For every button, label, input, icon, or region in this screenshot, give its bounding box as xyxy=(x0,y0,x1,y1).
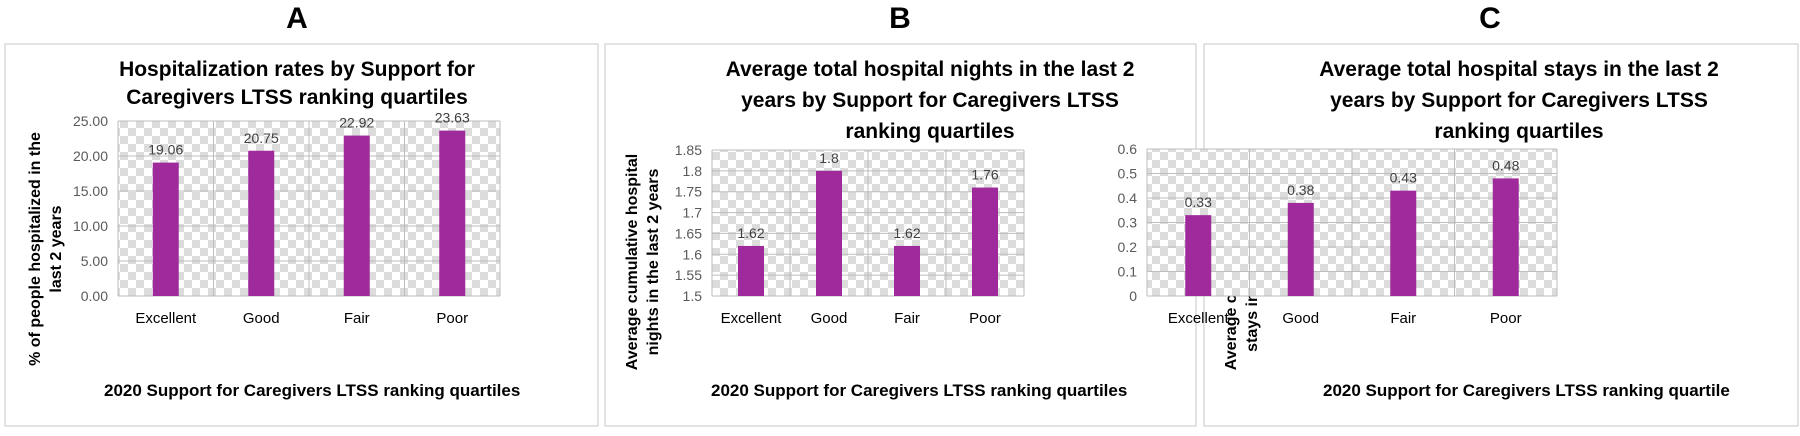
panel-a-data-label: 22.92 xyxy=(339,115,374,131)
panel-a-y-tick-label: 25.00 xyxy=(73,113,108,129)
panel-c-category-label: Fair xyxy=(1390,310,1416,327)
panel-b-y-axis-label-line-2: nights in the last 2 years xyxy=(645,169,662,356)
panel-a-category-label: Poor xyxy=(436,310,468,327)
panel-a-y-axis-label-line-1: % of people hospitalized in the xyxy=(27,132,44,366)
panel-b-y-axis-label-line-1: Average cumulative hospital xyxy=(624,154,641,370)
panel-c-y-tick-label: 0.6 xyxy=(1118,141,1138,157)
panel-c-bar-fair xyxy=(1390,190,1417,296)
panel-c-bar-poor xyxy=(1492,178,1519,296)
panel-b-y-tick-label: 1.8 xyxy=(683,163,703,179)
panel-a-y-tick-label: 0.00 xyxy=(81,288,108,304)
panel-a-bar-poor xyxy=(439,130,466,296)
panel-a-plot: 0.00 5.00 10.00 15.00 20.00 25.00 19.06 Excelle… xyxy=(73,110,501,327)
panel-c-data-label: 0.33 xyxy=(1185,194,1212,210)
panel-b-y-tick-label: 1.7 xyxy=(683,205,703,221)
panel-a-category-label: Excellent xyxy=(135,310,197,327)
panel-a-title-line-1: Hospitalization rates by Support for xyxy=(119,58,475,81)
panel-c-data-label: 0.43 xyxy=(1390,170,1417,186)
panel-b: B Average total hospital nights in the l… xyxy=(604,2,1197,427)
panel-b-title-line-2: years by Support for Caregivers LTSS xyxy=(741,89,1119,112)
panel-b-bar-good xyxy=(816,170,842,296)
panel-b-category-label: Fair xyxy=(894,310,920,327)
panel-c-data-label: 0.38 xyxy=(1287,182,1314,198)
panel-a-y-tick-label: 20.00 xyxy=(73,148,108,164)
panel-c-bar-good xyxy=(1287,202,1314,296)
panel-b-y-tick-label: 1.6 xyxy=(683,246,703,262)
panel-c-category-label: Poor xyxy=(1490,310,1522,327)
panel-b-y-tick-label: 1.55 xyxy=(675,267,702,283)
panel-a-data-label: 23.63 xyxy=(435,110,470,126)
panel-b-category-label: Good xyxy=(811,310,848,327)
panel-c-y-tick-label: 0.1 xyxy=(1118,264,1138,280)
panel-b-y-tick-label: 1.5 xyxy=(683,288,703,304)
panel-b-bar-poor xyxy=(972,187,998,296)
panel-a-category-label: Good xyxy=(243,310,280,327)
panel-b-bar-fair xyxy=(894,245,920,296)
panel-c-category-label: Good xyxy=(1282,310,1319,327)
panel-c: C Average total hospital stays in the la… xyxy=(1118,2,1799,427)
panel-b-x-axis-label: 2020 Support for Caregivers LTSS ranking… xyxy=(711,381,1127,400)
panel-c-y-tick-label: 0 xyxy=(1129,288,1137,304)
panel-a-category-label: Fair xyxy=(344,310,370,327)
panel-a-bar-good xyxy=(248,150,275,296)
panel-c-data-label: 0.48 xyxy=(1492,157,1519,173)
panel-a-bar-excellent xyxy=(152,162,179,296)
panel-b-title-line-3: ranking quartiles xyxy=(845,120,1014,143)
panel-a-letter: A xyxy=(286,2,308,35)
panel-c-title-line-2: years by Support for Caregivers LTSS xyxy=(1330,89,1708,112)
panel-b-data-label: 1.62 xyxy=(737,225,764,241)
panel-a-y-axis-label-line-2: last 2 years xyxy=(48,205,65,292)
panel-b-data-label: 1.76 xyxy=(971,167,998,183)
panel-b-data-label: 1.8 xyxy=(819,150,839,166)
panel-b-bar-excellent xyxy=(738,245,764,296)
panel-a-y-tick-label: 5.00 xyxy=(81,253,108,269)
panel-c-plot: 0 0.1 0.2 0.3 0.4 0.5 0.6 0.33 Excellent 0.38 Good… xyxy=(1118,141,1558,327)
panel-a-data-label: 19.06 xyxy=(148,142,183,158)
panel-b-y-tick-label: 1.75 xyxy=(675,184,702,200)
panel-a-y-tick-label: 10.00 xyxy=(73,218,108,234)
panel-c-bar-excellent xyxy=(1185,215,1212,296)
panel-b-title-line-1: Average total hospital nights in the las… xyxy=(726,58,1135,81)
panel-b-category-label: Excellent xyxy=(721,310,783,327)
panel-c-x-axis-label: 2020 Support for Caregivers LTSS ranking… xyxy=(1323,381,1730,400)
panel-c-title-line-3: ranking quartiles xyxy=(1434,120,1603,143)
panel-b-y-tick-label: 1.65 xyxy=(675,225,702,241)
panel-c-y-tick-label: 0.2 xyxy=(1118,239,1138,255)
panel-b-category-label: Poor xyxy=(969,310,1001,327)
panel-b-data-label: 1.62 xyxy=(893,225,920,241)
panel-a-y-tick-label: 15.00 xyxy=(73,183,108,199)
panel-a-bar-fair xyxy=(343,135,370,296)
panel-c-y-tick-label: 0.4 xyxy=(1118,190,1138,206)
panel-a-title-line-2: Caregivers LTSS ranking quartiles xyxy=(126,86,468,109)
panel-a-data-label: 20.75 xyxy=(244,130,279,146)
panel-c-letter: C xyxy=(1479,2,1501,35)
panel-b-plot: 1.5 1.55 1.6 1.65 1.7 1.75 1.8 1.85 1.62 Excellen… xyxy=(675,142,1025,327)
panel-c-category-label: Excellent xyxy=(1168,310,1230,327)
panel-a: A Hospitalization rates by Support for C… xyxy=(4,2,599,427)
panel-b-y-tick-label: 1.85 xyxy=(675,142,702,158)
panel-c-y-tick-label: 0.5 xyxy=(1118,166,1138,182)
panel-c-y-tick-label: 0.3 xyxy=(1118,215,1138,231)
panel-b-letter: B xyxy=(889,2,911,35)
panel-a-x-axis-label: 2020 Support for Caregivers LTSS ranking… xyxy=(104,381,520,400)
panel-c-title-line-1: Average total hospital stays in the last… xyxy=(1319,58,1719,81)
